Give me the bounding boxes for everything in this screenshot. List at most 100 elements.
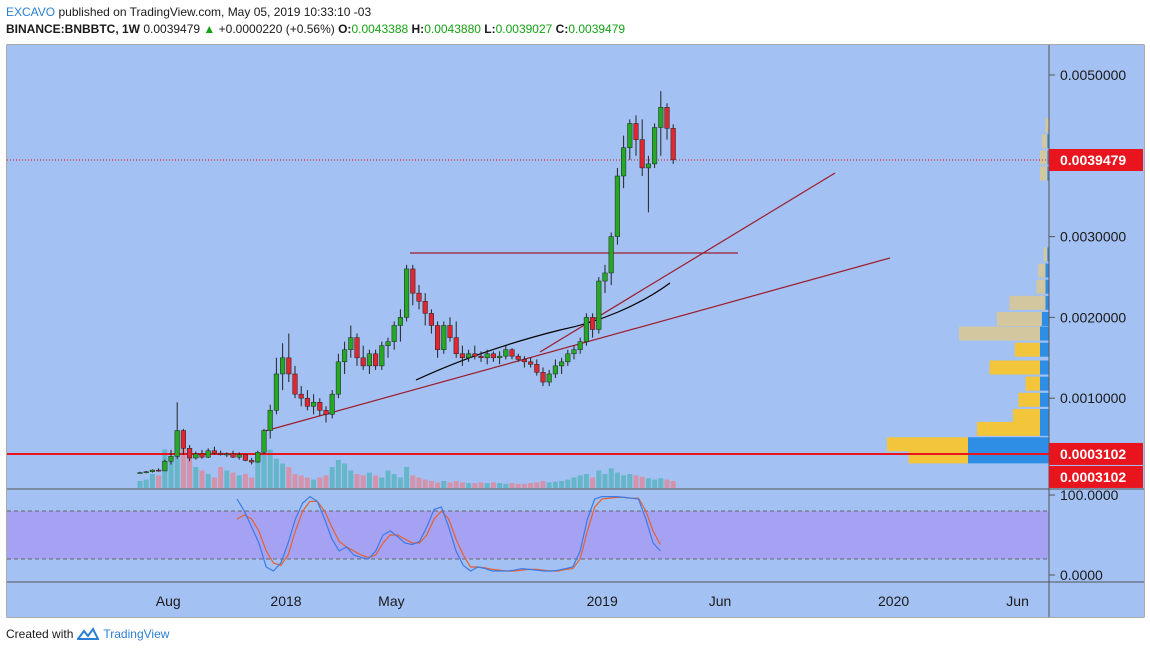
vp-bar-yellow: [887, 437, 968, 452]
candle-body: [286, 357, 292, 375]
last-price: 0.0039479: [143, 22, 201, 36]
author-name[interactable]: EXCAVO: [6, 5, 56, 19]
support-price-tag: 0.0003102: [1060, 446, 1126, 462]
candle-body: [292, 373, 298, 395]
candle-body: [187, 448, 193, 459]
vp-bar-beige: [1041, 134, 1048, 149]
close-value: 0.0039479: [568, 22, 626, 36]
volume-bar: [670, 481, 676, 488]
volume-bar: [323, 475, 329, 488]
vp-bar-yellow: [1014, 342, 1040, 357]
volume-bar: [397, 477, 403, 488]
volume-bar: [137, 481, 143, 488]
volume-bar: [552, 481, 558, 488]
candle-body: [329, 393, 335, 415]
time-axis-bg[interactable]: [7, 582, 1049, 617]
volume-bar: [261, 453, 267, 488]
vp-bar-beige: [996, 312, 1042, 327]
candle-body: [416, 292, 422, 302]
candle-body: [342, 349, 348, 363]
volume-bar: [335, 460, 341, 488]
candle-body: [205, 450, 211, 458]
volume-bar: [639, 476, 645, 488]
volume-bar: [311, 479, 317, 488]
stoch-band: [7, 511, 1049, 559]
candle-body: [503, 349, 509, 357]
open-label: O:: [338, 22, 352, 36]
candle-body: [422, 300, 428, 314]
candle-body: [472, 353, 478, 357]
support-price-tag-2-bg: [1049, 465, 1143, 488]
vp-bar-beige: [1036, 279, 1046, 294]
candle-body: [608, 236, 614, 274]
vp-bar-yellow: [989, 360, 1040, 375]
candle-body: [596, 280, 602, 330]
low-label: L:: [484, 22, 496, 36]
candle-body: [453, 337, 459, 355]
volume-bar: [577, 475, 583, 488]
time-tick-label: May: [378, 593, 404, 609]
volume-bar: [435, 482, 441, 488]
candle-body: [459, 353, 465, 359]
candle-body: [304, 397, 310, 407]
volume-bar: [255, 460, 261, 488]
volume-bar: [540, 481, 546, 488]
symbol-label: BINANCE:BNBBTC, 1W: [6, 22, 140, 36]
time-tick-label: Jun: [709, 593, 732, 609]
candle-body: [484, 353, 490, 359]
high-label: H:: [411, 22, 425, 36]
volume-bar: [242, 474, 248, 488]
volume-profile: [887, 118, 1049, 464]
candle-body: [280, 357, 286, 375]
volume-bar: [459, 482, 465, 488]
vp-bar-beige: [1040, 150, 1048, 165]
up-arrow-icon: ▲: [203, 22, 216, 36]
candle-body: [156, 469, 162, 472]
candle-body: [652, 127, 658, 165]
candle-body: [230, 453, 236, 458]
candle-body: [149, 469, 155, 472]
volume-bar: [149, 474, 155, 488]
price-tick-label: 0.0030000: [1060, 229, 1126, 245]
candle-body: [273, 373, 279, 411]
time-tick-label: 2019: [587, 593, 618, 609]
vp-bar-blue: [1040, 421, 1049, 436]
volume-bar: [559, 481, 565, 488]
volume-bar: [236, 475, 242, 488]
candle-body: [366, 353, 372, 367]
candle-body: [298, 393, 304, 399]
volume-bar: [360, 475, 366, 488]
candle-body: [521, 359, 527, 363]
volume-bar: [608, 468, 614, 488]
publish-info: EXCAVO published on TradingView.com, May…: [6, 5, 371, 19]
volume-bar: [292, 474, 298, 488]
main-pane[interactable]: [7, 45, 1049, 489]
volume-bar: [466, 483, 472, 488]
volume-bar: [614, 472, 620, 488]
vp-bar-yellow: [1025, 376, 1040, 391]
volume-bar: [230, 472, 236, 488]
candle-body: [534, 364, 540, 373]
volume-bar: [410, 475, 416, 488]
candle-body: [385, 341, 391, 346]
vp-bar-beige: [1043, 247, 1048, 262]
volume-bar: [267, 449, 273, 488]
volume-bar: [627, 474, 633, 488]
candle-body: [670, 128, 676, 161]
tradingview-link[interactable]: TradingView: [103, 627, 170, 641]
vp-bar-blue: [1047, 247, 1049, 262]
volume-bar: [180, 446, 186, 488]
price-axis-bg[interactable]: [1049, 45, 1144, 617]
volume-bar: [509, 483, 515, 488]
vp-bar-blue: [1040, 376, 1049, 391]
candle-body: [168, 456, 174, 462]
candle-body: [447, 325, 453, 338]
volume-bar: [416, 477, 422, 488]
candle-body: [614, 175, 620, 237]
candle-body: [261, 430, 267, 453]
open-value: 0.0043388: [351, 22, 409, 36]
vp-bar-yellow: [908, 449, 968, 464]
vp-bar-blue: [1047, 134, 1049, 149]
volume-bar: [379, 477, 385, 488]
